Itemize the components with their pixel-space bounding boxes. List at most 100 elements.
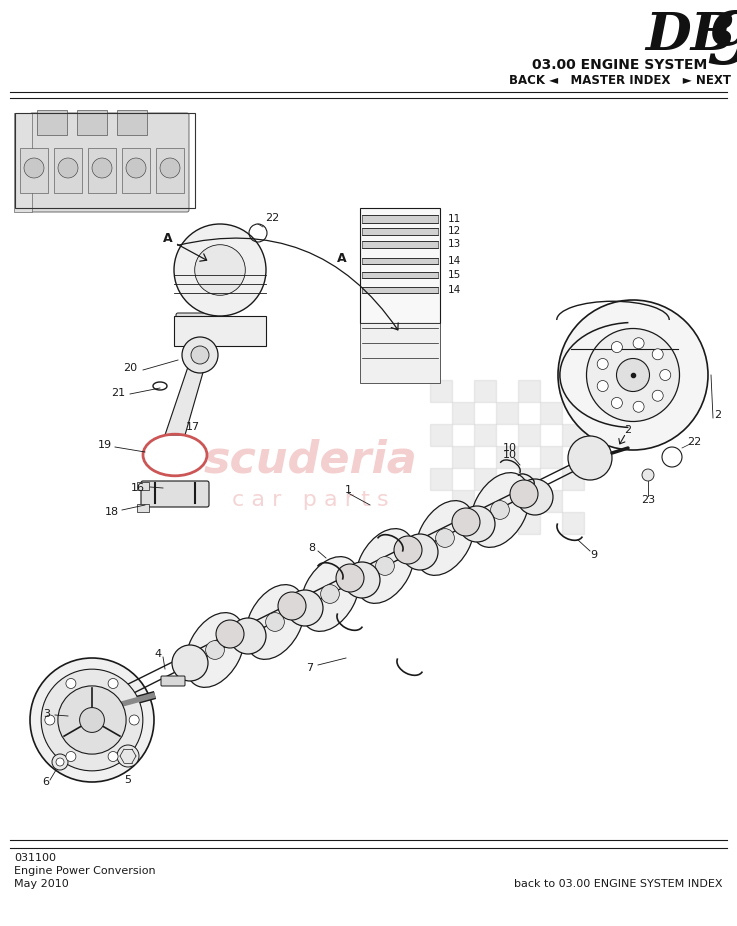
Circle shape (436, 529, 454, 547)
Bar (20, 148, 48, 193)
Circle shape (616, 358, 649, 392)
Circle shape (660, 369, 671, 381)
Text: 03.00 ENGINE SYSTEM: 03.00 ENGINE SYSTEM (532, 58, 708, 72)
Text: 5: 5 (125, 775, 131, 785)
Circle shape (52, 754, 68, 770)
Text: 8: 8 (309, 543, 315, 553)
FancyBboxPatch shape (141, 481, 209, 507)
Circle shape (92, 158, 112, 178)
Circle shape (80, 707, 105, 732)
Bar (474, 512, 496, 534)
Bar (518, 468, 540, 490)
Bar (496, 402, 518, 424)
Circle shape (459, 506, 495, 542)
Ellipse shape (185, 613, 245, 687)
Circle shape (108, 679, 118, 689)
Circle shape (612, 342, 622, 353)
Text: 9: 9 (706, 8, 737, 79)
Text: 9: 9 (590, 550, 598, 560)
Bar (430, 380, 452, 402)
Text: May 2010: May 2010 (14, 879, 69, 889)
Circle shape (172, 645, 208, 681)
Text: 10: 10 (503, 450, 517, 460)
Bar (518, 380, 540, 402)
FancyBboxPatch shape (360, 323, 440, 383)
Bar (156, 148, 184, 193)
Circle shape (56, 758, 64, 766)
Bar (562, 512, 584, 534)
Circle shape (265, 613, 284, 632)
Bar (37, 110, 67, 135)
Circle shape (195, 244, 245, 295)
Bar (362, 215, 438, 223)
Circle shape (597, 381, 608, 392)
Ellipse shape (355, 529, 415, 604)
Text: Engine Power Conversion: Engine Power Conversion (14, 866, 156, 876)
Circle shape (30, 658, 154, 782)
Bar (562, 468, 584, 490)
FancyBboxPatch shape (137, 482, 149, 490)
Bar (452, 490, 474, 512)
Bar (518, 424, 540, 446)
Circle shape (126, 158, 146, 178)
Bar (362, 258, 438, 264)
Circle shape (24, 158, 44, 178)
Circle shape (633, 338, 644, 349)
Circle shape (510, 480, 538, 508)
Text: 19: 19 (98, 440, 112, 450)
Bar (430, 468, 452, 490)
Ellipse shape (416, 501, 475, 575)
Text: 11: 11 (448, 214, 461, 224)
Text: A: A (163, 232, 172, 244)
Circle shape (117, 745, 139, 767)
Ellipse shape (470, 472, 530, 547)
Circle shape (321, 584, 339, 604)
Circle shape (206, 641, 224, 659)
Bar (540, 446, 562, 468)
Text: 13: 13 (448, 239, 461, 249)
Bar (362, 287, 438, 293)
Bar (117, 110, 147, 135)
Circle shape (517, 479, 553, 515)
Bar (474, 424, 496, 446)
Bar (430, 424, 452, 446)
Circle shape (558, 300, 708, 450)
Text: 4: 4 (155, 649, 161, 659)
Bar (77, 110, 107, 135)
FancyBboxPatch shape (30, 113, 189, 212)
FancyBboxPatch shape (14, 113, 32, 212)
Text: 16: 16 (131, 483, 145, 493)
Bar (562, 380, 584, 402)
Circle shape (278, 592, 306, 620)
Ellipse shape (245, 584, 304, 659)
Text: 18: 18 (105, 507, 119, 517)
FancyBboxPatch shape (137, 504, 149, 512)
Circle shape (568, 436, 612, 480)
Circle shape (336, 564, 364, 592)
Bar (562, 424, 584, 446)
Circle shape (58, 686, 126, 754)
Circle shape (491, 501, 509, 519)
Circle shape (587, 329, 680, 421)
Text: 14: 14 (448, 256, 461, 266)
Bar (452, 402, 474, 424)
Circle shape (108, 752, 118, 761)
Circle shape (174, 224, 266, 316)
Text: 3: 3 (43, 709, 51, 719)
Text: 20: 20 (123, 363, 137, 373)
Ellipse shape (301, 557, 360, 632)
FancyBboxPatch shape (174, 316, 266, 346)
Circle shape (66, 752, 76, 761)
Bar (88, 148, 116, 193)
Circle shape (45, 715, 55, 725)
Bar (474, 468, 496, 490)
Circle shape (182, 337, 218, 373)
Bar (540, 402, 562, 424)
Circle shape (652, 390, 663, 401)
Circle shape (129, 715, 139, 725)
Circle shape (376, 557, 394, 575)
Circle shape (230, 618, 266, 654)
Circle shape (452, 508, 480, 536)
Text: 6: 6 (43, 777, 49, 787)
Bar (430, 512, 452, 534)
